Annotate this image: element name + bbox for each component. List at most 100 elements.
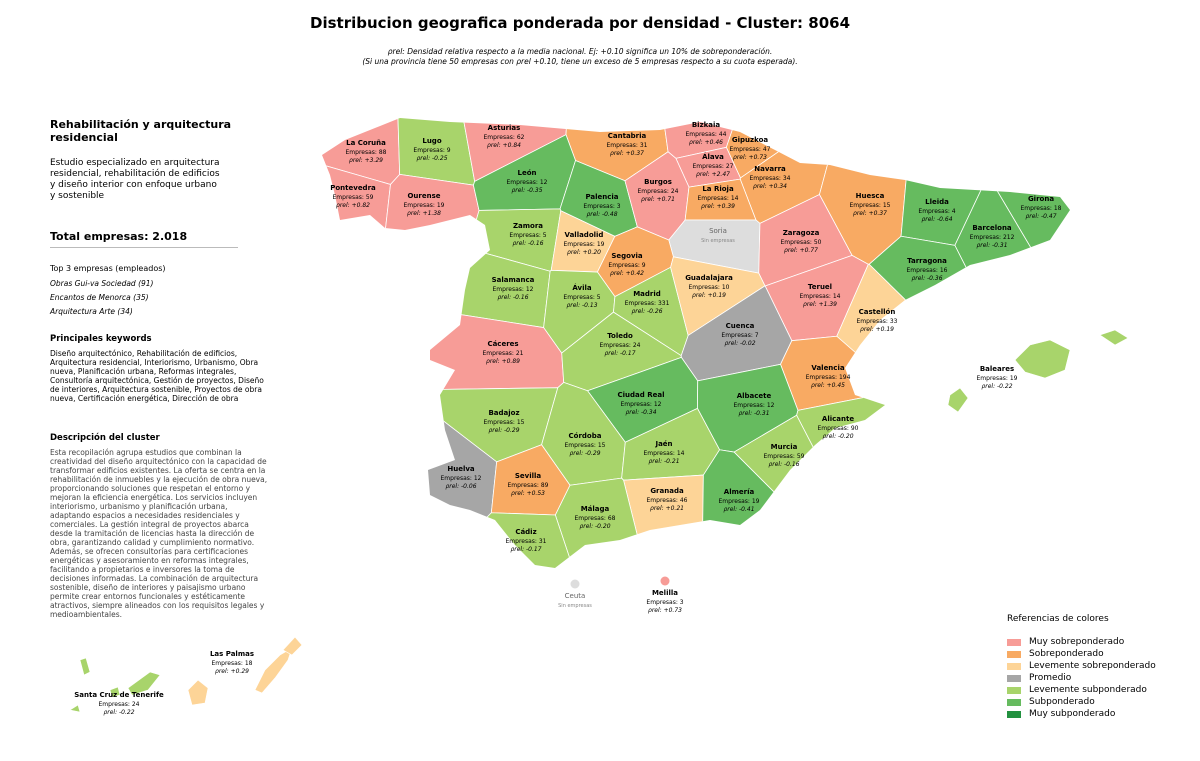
- province-rho: ρrel: -0.06: [445, 483, 476, 490]
- province-rho: ρrel: -0.16: [512, 240, 543, 247]
- province-count: Empresas: 88: [346, 149, 387, 156]
- province-rho: ρrel: +3.29: [349, 157, 383, 164]
- island-shape: [127, 671, 161, 696]
- province-name: Ávila: [572, 283, 592, 292]
- top-company: Arquitectura Arte (34): [50, 307, 133, 316]
- note: (Si una provincia tiene 50 empresas con …: [362, 57, 797, 66]
- province-rho: ρrel: -0.26: [631, 308, 662, 315]
- province-name: Valladolid: [565, 231, 604, 239]
- top-heading: Top 3 empresas (empleados): [50, 264, 166, 273]
- island-shape: [254, 647, 293, 694]
- legend-item: Levemente subponderado: [1007, 684, 1156, 696]
- province-name: Córdoba: [569, 432, 602, 440]
- province-rho: ρrel: +0.73: [648, 607, 682, 614]
- province-rho: ρrel: -0.41: [723, 506, 754, 513]
- legend-swatch: [1007, 710, 1021, 718]
- total: Total empresas: 2.018: [50, 230, 188, 243]
- province-count: Empresas: 15: [565, 442, 606, 449]
- province-name: Cáceres: [487, 340, 518, 348]
- province-name: Zamora: [513, 222, 543, 230]
- legend-swatch: [1007, 662, 1021, 670]
- island-shape: [282, 636, 303, 656]
- province-count: Empresas: 194: [806, 374, 851, 381]
- legend-item: Levemente sobreponderado: [1007, 660, 1156, 672]
- province-rho: ρrel: -0.21: [648, 458, 679, 465]
- province-count: Empresas: 15: [484, 419, 525, 426]
- province-count: Empresas: 14: [644, 450, 685, 457]
- province-count: Empresas: 12: [441, 475, 482, 482]
- legend: Referencias de colores Muy sobreponderad…: [1007, 614, 1156, 720]
- province-name: Lugo: [422, 137, 441, 145]
- province-count: Empresas: 4: [918, 208, 955, 215]
- province-name: Huelva: [447, 465, 475, 473]
- province-name: Bizkaia: [692, 121, 721, 129]
- legend-items: Muy sobreponderado Sobreponderado Levement…: [1007, 636, 1156, 720]
- province-count: Empresas: 24: [99, 701, 140, 708]
- province-name: Zaragoza: [783, 229, 820, 237]
- province-name: Melilla: [652, 589, 678, 597]
- province-name: Sevilla: [515, 472, 542, 480]
- province-name: Lleida: [925, 198, 949, 206]
- province-rho: ρrel: -0.17: [510, 546, 541, 553]
- island-shape: [109, 686, 121, 698]
- keywords-heading: Principales keywords: [50, 334, 152, 344]
- province-name: Burgos: [644, 178, 672, 186]
- island-shape: [1014, 339, 1071, 379]
- province-count: Empresas: 12: [621, 401, 662, 408]
- divider: [50, 247, 238, 248]
- province-rho: ρrel: +0.82: [336, 202, 370, 209]
- province-rho: ρrel: -0.16: [768, 461, 799, 468]
- province-count: Empresas: 14: [698, 195, 739, 202]
- city-dot: [570, 579, 580, 589]
- province-rho: ρrel: +0.53: [511, 490, 545, 497]
- province-name: Murcia: [771, 443, 798, 451]
- legend-item: Muy sobreponderado: [1007, 636, 1156, 648]
- province-name: Pontevedra: [330, 184, 376, 192]
- province-rho: ρrel: +0.73: [733, 154, 767, 161]
- province-count: Empresas: 19: [404, 202, 445, 209]
- province-name: Palencia: [585, 193, 618, 201]
- province-rho: ρrel: +0.45: [811, 382, 845, 389]
- province-name: Málaga: [581, 505, 610, 513]
- legend-item: Muy subponderado: [1007, 708, 1156, 720]
- province-rho: ρrel: -0.22: [103, 709, 134, 716]
- province-count: Empresas: 7: [721, 332, 758, 339]
- top-company: Encantos de Menorca (35): [50, 293, 149, 302]
- top-list: Obras Gui-va Sociedad (91) Encantos de Me…: [50, 279, 270, 316]
- province-rho: ρrel: +0.37: [610, 150, 644, 157]
- province-rho: ρrel: +0.77: [784, 247, 818, 254]
- province-rho: ρrel: -0.20: [822, 433, 853, 440]
- province-rho: ρrel: -0.25: [416, 155, 447, 162]
- province-rho: ρrel: +1.39: [803, 301, 837, 308]
- province-name: Asturias: [488, 124, 521, 132]
- province-rho: ρrel: -0.17: [604, 350, 635, 357]
- province-count: Empresas: 21: [483, 350, 524, 357]
- legend-label: Muy subponderado: [1029, 709, 1116, 719]
- province-count: Empresas: 31: [607, 142, 648, 149]
- province-rho: ρrel: +1.38: [407, 210, 441, 217]
- province-rho: ρrel: -0.35: [511, 187, 542, 194]
- province-rho: ρrel: +0.21: [650, 505, 684, 512]
- island-shape: [947, 387, 969, 413]
- province-name: Álava: [702, 152, 724, 161]
- province-shape: [868, 235, 1060, 450]
- province-count: Empresas: 3: [646, 599, 683, 606]
- keywords: Diseño arquitectónico, Rehabilitación de…: [50, 349, 264, 403]
- province-count: Empresas: 5: [563, 294, 600, 301]
- province-count: Empresas: 16: [907, 267, 948, 274]
- province-rho: ρrel: +0.19: [860, 326, 894, 333]
- province-rho: ρrel: +0.29: [215, 668, 249, 675]
- island-shape: [79, 657, 91, 676]
- province-count: Empresas: 15: [850, 202, 891, 209]
- province-rho: ρrel: -0.16: [497, 294, 528, 301]
- province-count: Empresas: 18: [212, 660, 253, 667]
- province-count: Empresas: 19: [977, 375, 1018, 382]
- province-count: Empresas: 89: [508, 482, 549, 489]
- province-count: Empresas: 18: [1021, 205, 1062, 212]
- province-count: Empresas: 12: [734, 402, 775, 409]
- legend-label: Levemente subponderado: [1029, 685, 1147, 695]
- province-name: Alicante: [822, 415, 854, 423]
- province-rho: ρrel: -0.29: [488, 427, 519, 434]
- legend-swatch: [1007, 698, 1021, 706]
